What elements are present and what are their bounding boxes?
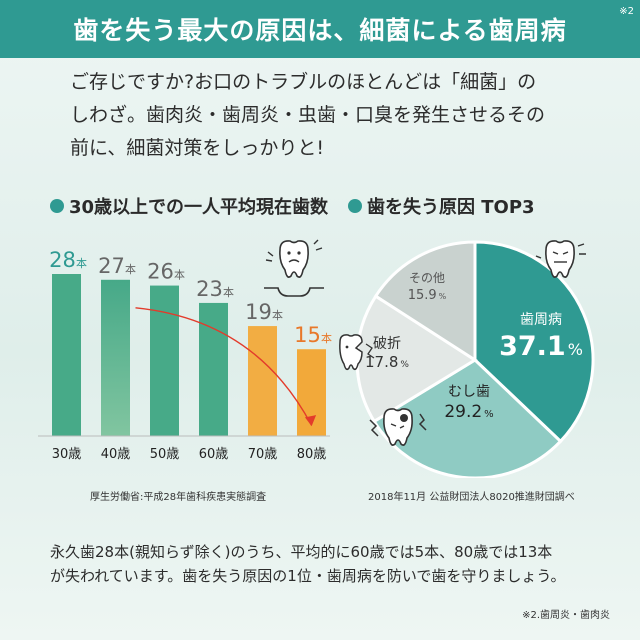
bar-section-title: 30歳以上での一人平均現在歯数	[50, 193, 328, 219]
bullet-dot-icon	[50, 199, 64, 213]
intro-text: ご存じですか?お口のトラブルのほとんどは「細菌」の しわざ。歯肉炎・歯周炎・虫歯…	[70, 66, 610, 165]
intro-line: 前に、細菌対策をしっかりと!	[70, 137, 325, 159]
bar-value-label: 28	[49, 248, 76, 272]
footnote: ※2.歯周炎・歯肉炎	[522, 610, 610, 621]
pie-slice-label: むし歯	[448, 384, 490, 400]
bar	[101, 279, 130, 436]
header-banner: 歯を失う最大の原因は、細菌による歯周病 ※2	[0, 0, 640, 58]
summary-note: 永久歯28本(親知らず除く)のうち、平均的に60歳では5本、80歳では13本 が…	[50, 540, 610, 588]
bar-unit-label: 本	[76, 256, 87, 270]
pie-slice	[373, 240, 477, 363]
intro-line: しわざ。歯肉炎・歯周炎・虫歯・口臭を発生させるその	[70, 104, 546, 126]
pie-value-number: 29.2	[444, 402, 482, 422]
bullet-dot-icon	[348, 199, 362, 213]
pie-section-title-text: 歯を失う原因 TOP3	[367, 197, 535, 218]
bar-unit-label: 本	[174, 268, 185, 282]
loose-tooth-icon	[535, 240, 586, 278]
sad-tooth-icon	[264, 239, 324, 297]
summary-line: 永久歯28本(親知らず除く)のうち、平均的に60歳では5本、80歳では13本	[50, 543, 553, 561]
pie-value-number: 37.1	[499, 331, 566, 362]
bar-source-note: 厚生労働省:平成28年歯科疾患実態調査	[90, 492, 267, 503]
bar	[199, 302, 228, 436]
bar-value-label: 23	[196, 277, 223, 301]
pie-slice-value: 37.1%	[499, 331, 583, 362]
pie-value-unit: %	[400, 360, 409, 370]
pie-slice-value: 15.9%	[408, 288, 447, 303]
intro-line: ご存じですか?お口のトラブルのほとんどは「細菌」の	[70, 71, 537, 93]
trend-arrow-head	[305, 415, 316, 427]
pie-slice-label: その他	[409, 271, 445, 285]
pie-source-note: 2018年11月 公益財団法人8020推進財団調べ	[368, 492, 575, 503]
bar	[52, 274, 81, 436]
bar-unit-label: 本	[223, 285, 234, 299]
pie-slice	[473, 240, 595, 444]
broken-tooth-icon	[339, 334, 375, 371]
page-title: 歯を失う最大の原因は、細菌による歯周病	[73, 16, 567, 45]
pie-slice-label: 歯周病	[520, 312, 562, 328]
bar-unit-label: 本	[321, 331, 332, 345]
bar	[248, 326, 277, 436]
bar-unit-label: 本	[272, 308, 283, 322]
bar-value-label: 15	[294, 323, 321, 347]
pie-value-unit: %	[484, 409, 494, 420]
bar-value-label: 27	[98, 254, 125, 278]
pie-value-number: 15.9	[408, 288, 437, 303]
pie-value-unit: %	[568, 340, 583, 359]
x-tick-label: 40歳	[101, 447, 131, 462]
x-tick-label: 80歳	[297, 447, 327, 462]
x-tick-label: 30歳	[52, 447, 82, 462]
summary-line: が失われています。歯を失う原因の1位・歯周病を防いで歯を守りましょう。	[50, 567, 566, 585]
bar-value-label: 26	[147, 260, 174, 284]
title-footnote-mark: ※2	[619, 6, 634, 17]
pie-section-title: 歯を失う原因 TOP3	[348, 193, 535, 219]
decayed-tooth-icon	[369, 408, 427, 446]
bar-section-title-text: 30歳以上での一人平均現在歯数	[69, 197, 329, 218]
pie-slice-label: 破折	[373, 336, 401, 352]
x-tick-label: 60歳	[199, 447, 229, 462]
pie-slice-value: 29.2%	[444, 402, 493, 422]
trend-arrow-line	[135, 307, 313, 426]
bar-value-label: 19	[245, 300, 272, 324]
x-tick-label: 70歳	[248, 447, 278, 462]
bar-unit-label: 本	[125, 262, 136, 276]
x-tick-label: 50歳	[150, 447, 180, 462]
bar	[150, 285, 179, 436]
pie-value-unit: %	[439, 292, 447, 301]
